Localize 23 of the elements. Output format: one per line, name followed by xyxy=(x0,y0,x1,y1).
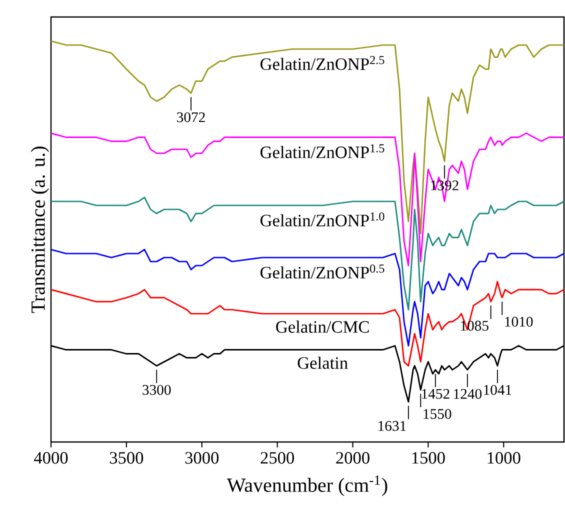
annotation: 1550 xyxy=(424,409,452,419)
x-tick-label: 4000 xyxy=(34,452,68,464)
series-label: Gelatin xyxy=(298,356,348,369)
x-axis-title: Wavenumber (cm$^{-1}$) xyxy=(226,476,388,496)
y-axis-title: Transmittance (a. u.) xyxy=(30,146,49,313)
annotation: 3072 xyxy=(177,112,205,122)
x-tick-label: 1500 xyxy=(412,452,445,464)
x-tick-label: 3500 xyxy=(110,452,144,464)
annotation: 1240 xyxy=(454,388,482,399)
annotation: 1631 xyxy=(378,421,406,431)
series-label: Gelatin/ZnONP$^{1.0}$ xyxy=(260,212,384,226)
x-tick-label: 1000 xyxy=(488,452,520,464)
annotation: 1452 xyxy=(422,388,450,399)
x-tick-label: 3000 xyxy=(185,452,219,464)
x-tick-label: 2000 xyxy=(336,452,370,464)
series-label: Gelatin/ZnONP$^{1.5}$ xyxy=(260,144,384,158)
annotation: 1041 xyxy=(484,384,512,395)
series-label: Gelatin/ZnONP$^{0.5}$ xyxy=(260,264,384,279)
annotation: 3300 xyxy=(142,384,171,395)
x-tick-label: 2500 xyxy=(260,452,294,464)
series-label: Gelatin/ZnONP$^{2.5}$ xyxy=(260,56,384,70)
annotation: 1010 xyxy=(505,316,533,327)
series-label: Gelatin/CMC xyxy=(276,320,369,333)
